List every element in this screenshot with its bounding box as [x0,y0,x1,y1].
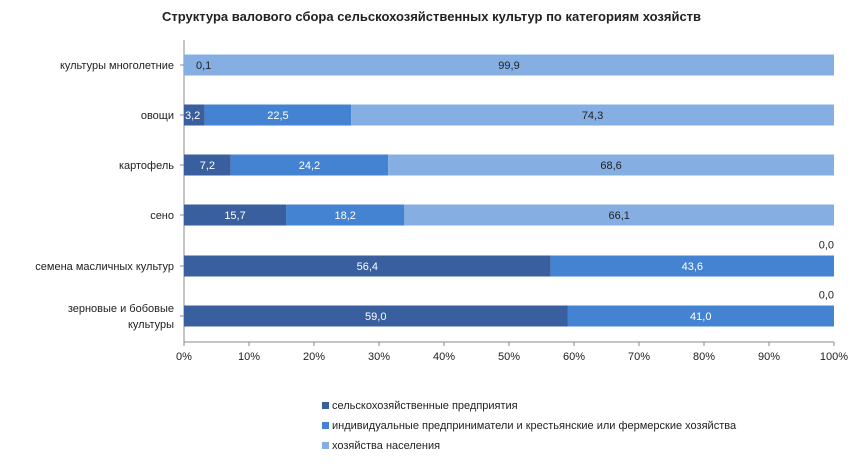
x-tick-label: 60% [563,351,585,363]
x-tick-label: 10% [238,351,260,363]
category-label: сено [150,210,174,222]
data-label-farmers: 22,5 [267,110,288,122]
data-label-enterprises: 15,7 [224,210,245,222]
bar-households [184,54,834,76]
x-tick-label: 20% [303,351,325,363]
legend-label-farmers: индивидуальные предприниматели и крестья… [332,420,737,432]
data-label-farmers: 18,2 [334,210,355,222]
x-tick-label: 50% [498,351,520,363]
category-label: культуры многолетние [60,60,174,72]
legend-item-households: хозяйства населения [322,438,736,458]
x-tick-label: 0% [176,351,192,363]
x-tick-label: 90% [758,351,780,363]
bar-households [388,154,834,176]
category-label: зерновые и бобовые культуры [68,303,174,331]
data-label-households: 66,1 [608,210,629,222]
x-tick-label: 70% [628,351,650,363]
chart-title: Структура валового сбора сельскохозяйств… [161,9,702,24]
data-label-farmers: 43,6 [682,261,703,273]
x-tick-label: 40% [433,351,455,363]
bar-farmers [286,204,405,226]
x-tick-label: 100% [820,351,848,363]
category-label: семена масличных культур [35,261,174,273]
data-label-households: 74,3 [582,110,603,122]
bar-farmers [204,104,352,126]
x-tick-label: 30% [368,351,390,363]
category-label: овощи [141,110,174,122]
bar-farmers [230,154,389,176]
data-label-enterprises: 7,2 [200,160,215,172]
legend-swatch-farmers [322,422,329,429]
bar-households [404,204,834,226]
bar-enterprises [184,255,551,277]
bar-farmers [567,305,834,327]
data-label-farmers: 41,0 [690,311,711,323]
bar-enterprises [184,154,231,176]
legend-label-households: хозяйства населения [332,440,441,452]
data-label-households: 68,6 [600,160,621,172]
data-label-farmers: 24,2 [299,160,320,172]
data-label-households: 0,0 [819,240,834,252]
legend-item-farmers: индивидуальные предприниматели и крестья… [322,418,736,438]
bar-farmers [550,255,834,277]
data-label-enterprises: 3,2 [185,110,200,122]
legend: сельскохозяйственные предприятия индивид… [322,398,736,458]
bar-enterprises [184,305,568,327]
legend-label-enterprises: сельскохозяйственные предприятия [332,400,518,412]
legend-swatch-households [322,442,329,449]
x-tick-label: 80% [693,351,715,363]
data-label-small-share: 0,1 [196,60,211,72]
legend-swatch-enterprises [322,402,329,409]
bar-enterprises [184,104,205,126]
legend-item-enterprises: сельскохозяйственные предприятия [322,398,736,418]
data-label-enterprises: 59,0 [365,311,386,323]
data-label-households: 99,9 [498,60,519,72]
data-label-enterprises: 56,4 [357,261,378,273]
category-label: картофель [119,160,174,172]
data-label-households: 0,0 [819,290,834,302]
bar-households [351,104,834,126]
bar-enterprises [184,204,287,226]
